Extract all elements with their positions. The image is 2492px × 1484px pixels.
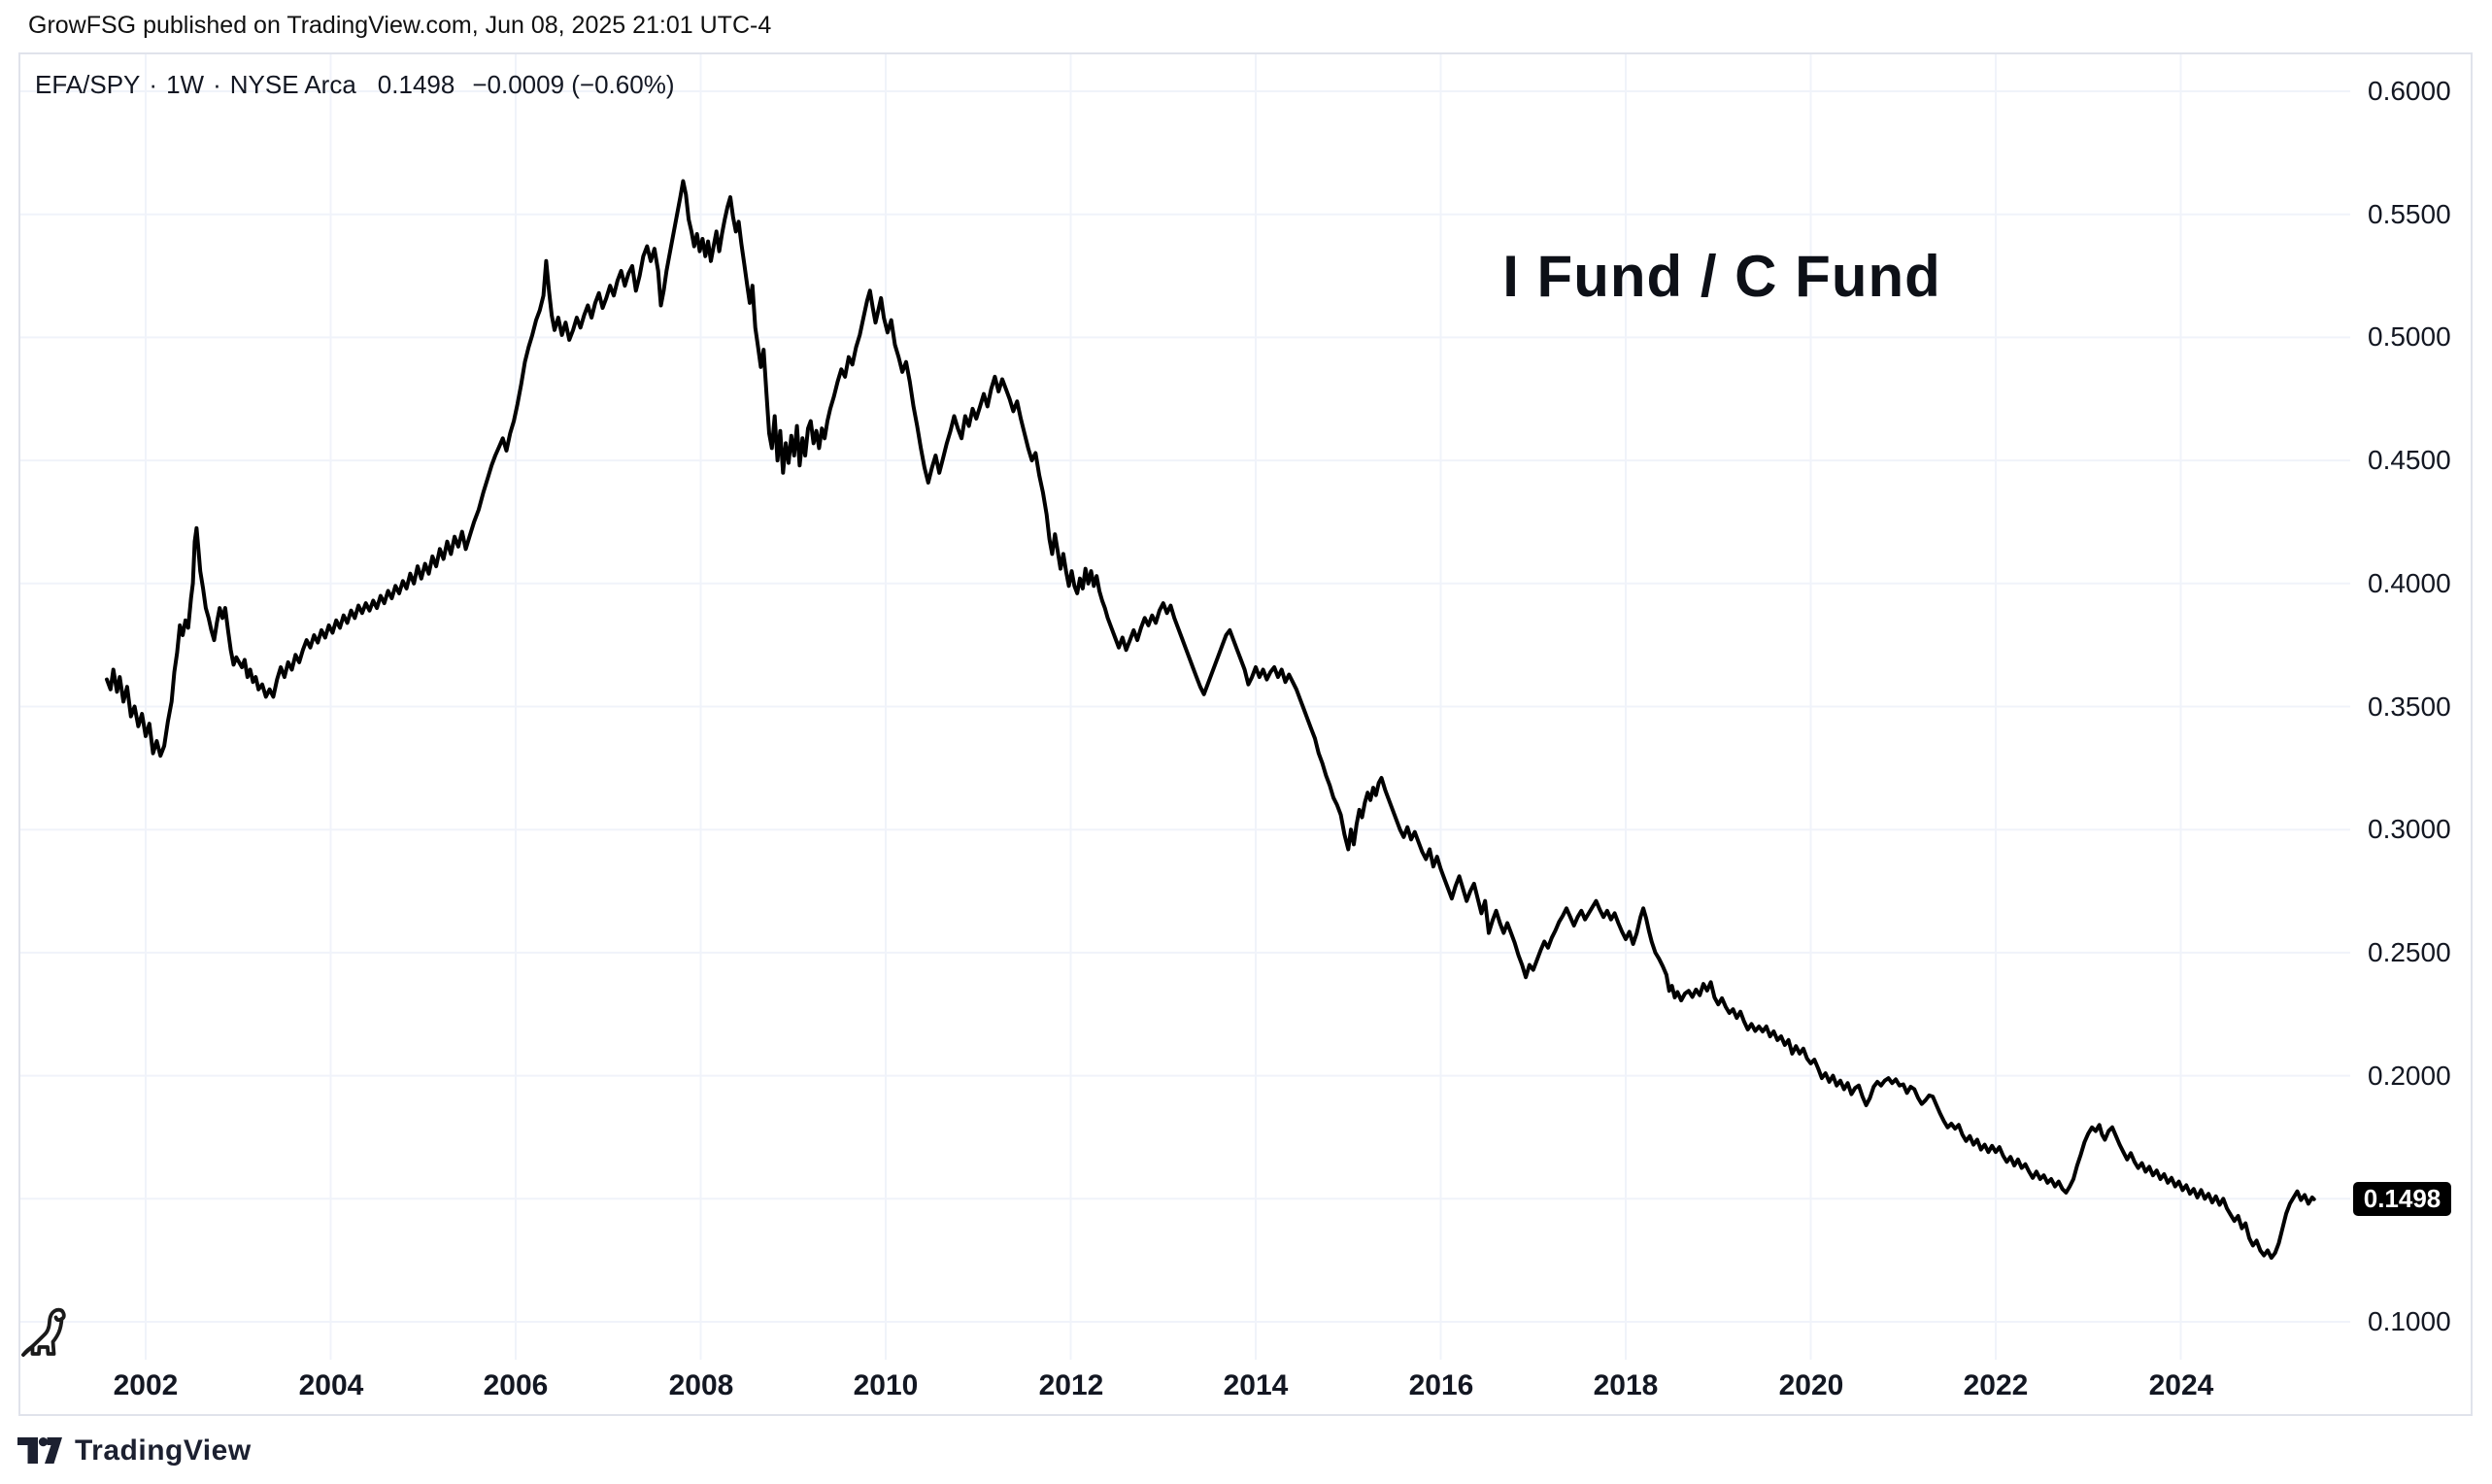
time-scale-label: 2004 [298, 1369, 364, 1401]
symbol-legend: EFA/SPY · 1W · NYSE Arca 0.1498 −0.0009 … [35, 70, 674, 100]
price-scale-label: 0.2000 [2368, 1061, 2451, 1091]
attribution-text: GrowFSG published on TradingView.com, Ju… [28, 12, 772, 39]
price-scale-label: 0.2500 [2368, 937, 2451, 967]
vertical-gridlines [145, 53, 2182, 1360]
time-scale-label: 2024 [2148, 1369, 2214, 1401]
tradingview-logo[interactable]: TradingView [17, 1434, 252, 1467]
time-scale-label: 2010 [853, 1369, 919, 1401]
time-scale-label: 2002 [113, 1369, 179, 1401]
tradingview-wordmark: TradingView [75, 1434, 252, 1467]
price-scale-label: 0.3000 [2368, 814, 2451, 844]
time-scale-label: 2016 [1408, 1369, 1474, 1401]
price-scale-label: 0.5000 [2368, 321, 2451, 352]
price-scale-label: 0.4000 [2368, 568, 2451, 598]
price-scale-label: 0.5500 [2368, 199, 2451, 229]
time-scale-label: 2008 [668, 1369, 734, 1401]
legend-separator: · [213, 70, 221, 99]
price-scale-label: 0.3500 [2368, 691, 2451, 722]
chart-border [18, 52, 2473, 1416]
chart-title-annotation: I Fund / C Fund [1502, 244, 1941, 309]
time-scale-label: 2022 [1963, 1369, 2029, 1401]
horizontal-gridlines [19, 90, 2350, 1323]
legend-change: −0.0009 (−0.60%) [472, 70, 675, 99]
tradingview-logo-icon [17, 1437, 62, 1464]
legend-last-price: 0.1498 [377, 70, 455, 99]
dinosaur-watermark-icon [21, 1307, 66, 1357]
price-scale-label: 0.6000 [2368, 76, 2451, 106]
symbol-interval: 1W [166, 70, 205, 99]
last-price-badge: 0.1498 [2353, 1182, 2451, 1216]
time-scale-label: 2012 [1038, 1369, 1104, 1401]
time-scale-label: 2006 [483, 1369, 549, 1401]
time-scale-label: 2018 [1593, 1369, 1659, 1401]
symbol-exchange: NYSE Arca [229, 70, 356, 99]
time-scale-label: 2014 [1223, 1369, 1289, 1401]
symbol-name[interactable]: EFA/SPY [35, 70, 141, 99]
legend-separator: · [149, 70, 158, 99]
price-scale-label: 0.1000 [2368, 1306, 2451, 1336]
price-scale-label: 0.4500 [2368, 445, 2451, 475]
price-line [105, 179, 2316, 1261]
time-scale-label: 2020 [1778, 1369, 1844, 1401]
